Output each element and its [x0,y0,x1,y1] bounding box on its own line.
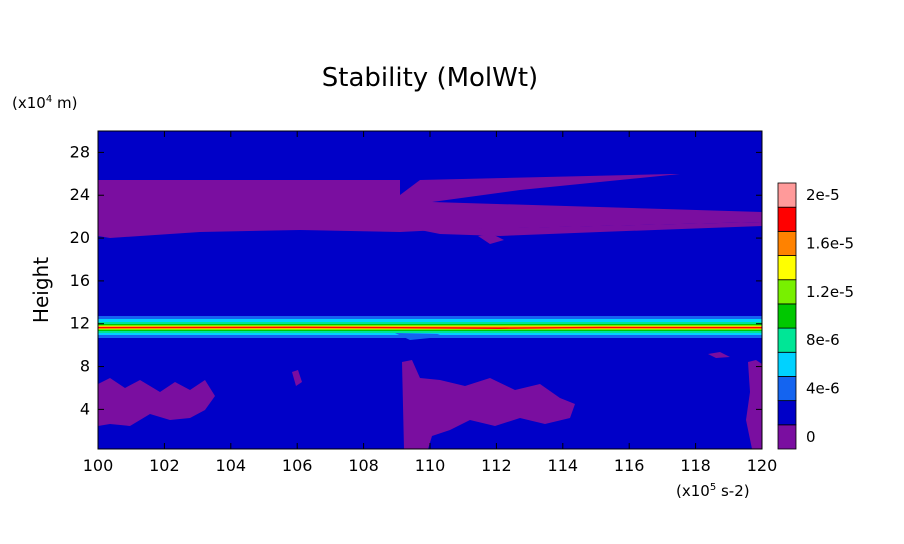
upper-zero-region [98,174,762,238]
colorbar-swatch [777,182,797,208]
colorbar-label: 8e-6 [806,331,840,349]
y-tick-label: 20 [70,228,90,247]
x-unit-label: (x105 s-2) [676,482,750,500]
colorbar: 0 4e-6 8e-6 1.2e-5 1.6e-5 2e-5 [777,182,854,450]
colorbar-swatch [777,230,797,256]
colorbar-swatch [777,327,797,353]
y-axis-ticks: 4 8 12 16 20 24 28 [70,142,762,418]
lower-zero-patch-mid [402,360,575,449]
colorbar-swatch [777,376,797,402]
x-tick-label: 118 [680,456,711,475]
colorbar-label: 0 [806,428,816,446]
y-tick-label: 12 [70,314,90,333]
x-tick-label: 106 [282,456,313,475]
y-axis-label: Height [29,257,53,323]
y-tick-label: 24 [70,185,90,204]
stable-layer-core [98,326,762,329]
small-zero-patch-3 [708,352,730,358]
y-tick-label: 4 [80,399,90,418]
x-tick-label: 110 [415,456,446,475]
colorbar-swatch [777,424,797,450]
lower-zero-patch-right [746,360,762,449]
y-tick-label: 8 [80,357,90,376]
colorbar-swatch [777,255,797,281]
lower-zero-patch-left [98,378,215,426]
colorbar-swatch [777,400,797,426]
colorbar-label: 4e-6 [806,380,840,398]
y-tick-label: 28 [70,142,90,161]
colorbar-swatch [777,279,797,305]
colorbar-label: 1.2e-5 [806,283,854,301]
small-zero-patch [292,370,302,386]
x-tick-label: 100 [83,456,114,475]
colorbar-label: 2e-5 [806,186,840,204]
colorbar-swatch [777,351,797,377]
upper-zero-sliver [420,222,762,236]
x-tick-label: 102 [149,456,180,475]
x-axis-ticks: 100 102 104 106 108 110 112 114 116 118 120 [83,131,778,475]
x-tick-label: 108 [348,456,379,475]
colorbar-swatch [777,206,797,232]
x-tick-label: 120 [747,456,778,475]
x-tick-label: 104 [216,456,247,475]
y-tick-label: 16 [70,271,90,290]
chart-title: Stability (MolWt) [322,63,538,93]
colorbar-swatch [777,303,797,329]
colorbar-label: 1.6e-5 [806,234,854,252]
y-unit-label: (x104 m) [12,94,77,112]
plot-area [98,131,762,449]
x-tick-label: 116 [614,456,645,475]
x-tick-label: 112 [481,456,512,475]
stable-layer-dip [395,333,440,340]
x-tick-label: 114 [548,456,579,475]
small-zero-patch-2 [478,234,504,244]
